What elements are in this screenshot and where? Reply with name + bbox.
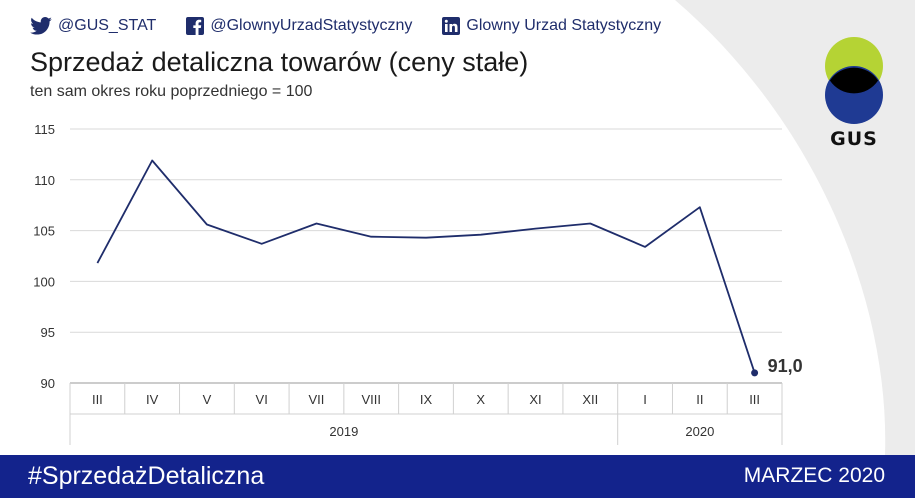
linkedin-handle[interactable]: Glowny Urzad Statystyczny [442,17,661,35]
twitter-label: @GUS_STAT [58,17,157,34]
x-tick-label: III [749,392,760,407]
facebook-icon [186,17,205,35]
x-tick-label: II [696,392,703,407]
page-title: Sprzedaż detaliczna towarów (ceny stałe) [30,47,529,77]
facebook-handle[interactable]: @GlownyUrzadStatystyczny [186,17,412,35]
period-label: MARZEC 2020 [743,464,885,487]
y-tick-label: 95 [41,325,55,340]
y-tick-label: 105 [33,224,55,239]
group-label-2019: 2019 [329,424,358,439]
social-bar: @GUS_STAT @GlownyUrzadStatystyczny Glown… [30,17,691,35]
twitter-handle[interactable]: @GUS_STAT [30,17,156,35]
x-tick-label: VI [256,392,268,407]
x-tick-label: IV [146,392,159,407]
last-point-marker [751,369,759,377]
x-tick-label: I [643,392,647,407]
x-tick-label: XI [529,392,541,407]
x-tick-label: III [92,392,103,407]
page-subtitle: ten sam okres roku poprzedniego = 100 [30,83,313,100]
series-line [96,159,756,374]
gus-logo: GUS [825,37,883,148]
x-tick-label: X [476,392,485,407]
last-value-label: 91,0 [768,356,803,376]
y-tick-label: 110 [34,173,55,188]
group-label-2020: 2020 [685,424,714,439]
y-tick-label: 90 [41,376,55,391]
y-tick-label: 115 [34,122,55,137]
hashtag-label[interactable]: #SprzedażDetaliczna [28,462,265,490]
x-tick-label: XII [582,392,598,407]
footer-bar: #SprzedażDetaliczna MARZEC 2020 [0,455,915,498]
x-tick-label: VIII [361,392,381,407]
linkedin-label: Glowny Urzad Statystyczny [466,17,662,34]
facebook-label: @GlownyUrzadStatystyczny [210,17,413,34]
logo-text: GUS [830,128,878,148]
linkedin-icon [442,17,461,35]
x-tick-label: V [203,392,212,407]
twitter-icon [30,17,52,35]
x-tick-label: IX [420,392,433,407]
logo-overlap [829,67,879,94]
x-tick-label: VII [309,392,325,407]
y-tick-label: 100 [33,274,55,289]
